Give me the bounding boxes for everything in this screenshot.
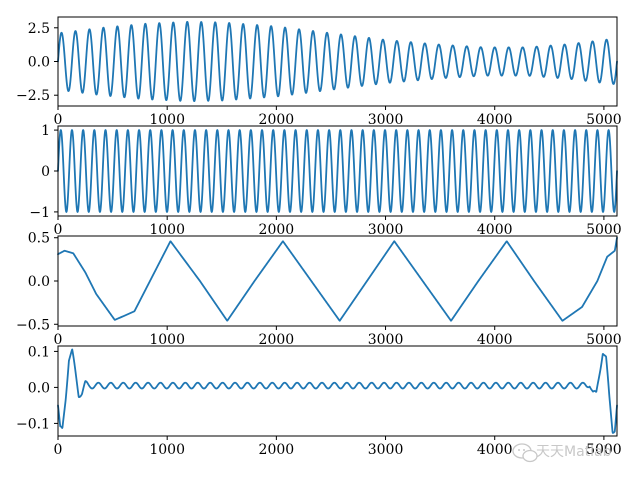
series-line-4 bbox=[57, 348, 618, 434]
subplot-3: 0 1000 2000 3000 4000 5000 0.5 0.0 −0.5 bbox=[16, 231, 622, 348]
subplot-1: 0 1000 2000 3000 4000 5000 2.5 0.0 −2.5 bbox=[16, 16, 622, 128]
y-tick-label: −2.5 bbox=[16, 88, 50, 104]
x-tick-label: 5000 bbox=[586, 332, 622, 348]
y-tick-label: 0.0 bbox=[28, 274, 50, 290]
series-line-1 bbox=[57, 20, 618, 102]
x-tick-label: 5000 bbox=[586, 442, 622, 458]
x-tick-label: 1000 bbox=[149, 442, 185, 458]
x-tick-label: 0 bbox=[54, 442, 63, 458]
x-tick-label: 5000 bbox=[586, 112, 622, 128]
x-tick-label: 0 bbox=[54, 222, 63, 238]
y-tick-label: 2.5 bbox=[28, 21, 50, 37]
y-tick-label: −0.5 bbox=[16, 317, 50, 333]
y-tick-label: 0.1 bbox=[28, 344, 50, 360]
x-tick-label: 0 bbox=[54, 332, 63, 348]
subplot-4: 0 1000 2000 3000 4000 5000 0.1 0.0 −0.1 bbox=[16, 344, 622, 458]
x-tick-label: 4000 bbox=[477, 222, 513, 238]
series-line-2 bbox=[57, 129, 618, 213]
axes-frame-4 bbox=[57, 345, 618, 437]
wechat-chat-icon bbox=[512, 443, 538, 463]
y-tick-label: 0 bbox=[41, 164, 50, 180]
y-tick-label: −0.1 bbox=[16, 416, 50, 432]
y-tick-label: −1 bbox=[29, 205, 50, 221]
x-tick-label: 2000 bbox=[259, 112, 295, 128]
series-line-3 bbox=[57, 236, 618, 322]
y-tick-label: 1 bbox=[41, 123, 50, 139]
y-tick-label: 0.5 bbox=[28, 231, 50, 247]
x-tick-label: 2000 bbox=[259, 332, 295, 348]
x-tick-label: 0 bbox=[54, 112, 63, 128]
y-tick-label: 0.0 bbox=[28, 380, 50, 396]
x-tick-label: 2000 bbox=[259, 442, 295, 458]
y-tick-label: 0.0 bbox=[28, 55, 50, 71]
x-tick-label: 2000 bbox=[259, 222, 295, 238]
x-tick-label: 3000 bbox=[368, 332, 404, 348]
watermark-text: 天天Matlab bbox=[536, 444, 612, 460]
x-tick-label: 3000 bbox=[368, 112, 404, 128]
x-tick-label: 3000 bbox=[368, 222, 404, 238]
x-tick-label: 1000 bbox=[149, 332, 185, 348]
x-tick-label: 4000 bbox=[477, 112, 513, 128]
watermark: 天天Matlab bbox=[512, 443, 612, 463]
x-tick-label: 1000 bbox=[149, 222, 185, 238]
x-tick-label: 4000 bbox=[477, 442, 513, 458]
x-tick-label: 5000 bbox=[586, 222, 622, 238]
x-tick-label: 1000 bbox=[149, 112, 185, 128]
x-tick-label: 4000 bbox=[477, 332, 513, 348]
x-tick-label: 3000 bbox=[368, 442, 404, 458]
